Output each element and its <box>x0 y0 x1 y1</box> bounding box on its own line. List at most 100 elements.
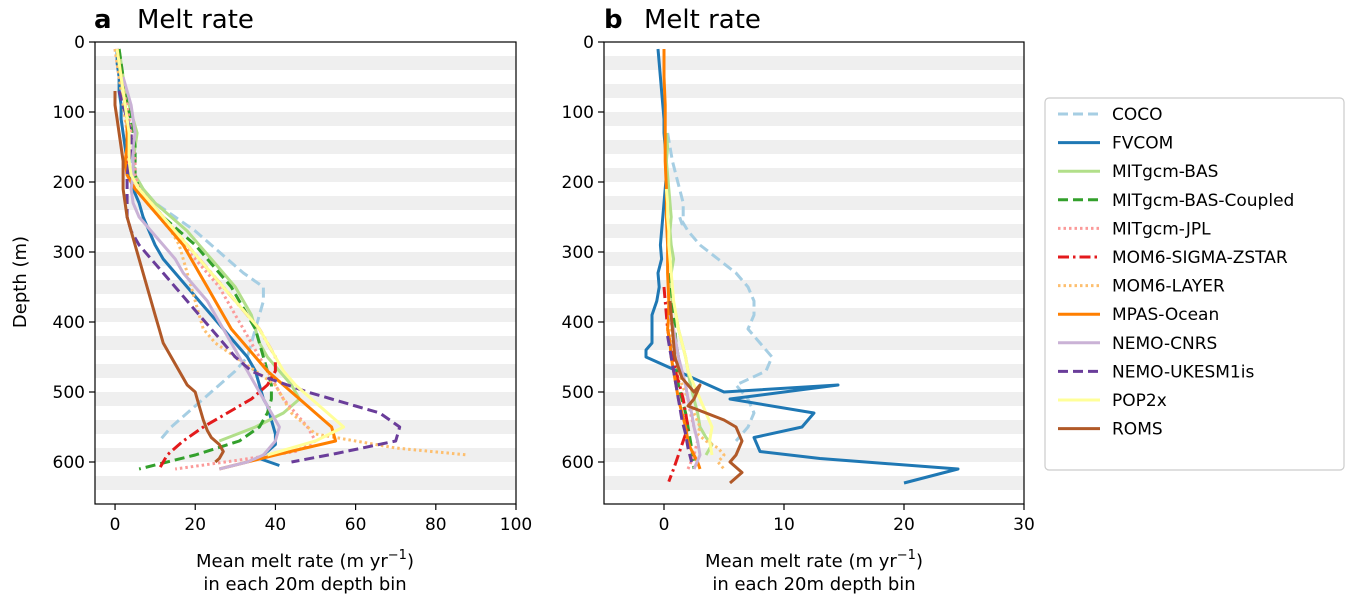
y-tick-label: 500 <box>53 383 85 403</box>
depth-band <box>95 308 516 322</box>
panel-b-xlabel-sup: −1 <box>897 548 916 563</box>
series-line-pop2x <box>664 188 714 456</box>
series-lines <box>644 48 960 485</box>
depth-band <box>95 364 516 378</box>
series-line-mom6-layer <box>668 328 726 470</box>
y-tick-label: 0 <box>74 33 85 53</box>
depth-band <box>95 336 516 350</box>
depth-band <box>604 112 1024 126</box>
x-tick-label: 0 <box>110 515 121 535</box>
legend-label: MITgcm-BAS <box>1112 162 1218 182</box>
y-tick-label: 600 <box>53 453 85 473</box>
panel-a-ylabel: Depth (m) <box>10 236 31 328</box>
depth-band <box>604 308 1024 322</box>
series-line-coco <box>666 132 774 442</box>
x-tick-label: 100 <box>500 515 532 535</box>
depth-band <box>604 84 1024 98</box>
panel-a-xlabel-line1: Mean melt rate (m yr−1) <box>196 548 414 572</box>
y-tick-label: 100 <box>53 103 85 123</box>
series-line-nemo-ukesm1is <box>117 90 402 464</box>
depth-band <box>95 168 516 182</box>
depth-band <box>604 140 1024 154</box>
legend-label: NEMO-UKESM1is <box>1112 362 1254 382</box>
y-tick-label: 400 <box>562 313 594 333</box>
panel-a-xlabel-sup: −1 <box>388 548 407 563</box>
axes-frame <box>603 41 1025 505</box>
series-line-nemo-cnrs <box>121 76 281 471</box>
y-tick-label: 100 <box>562 103 594 123</box>
background-bands <box>604 56 1024 490</box>
depth-band <box>604 224 1024 238</box>
depth-band <box>95 140 516 154</box>
depth-band <box>604 448 1024 462</box>
panel-b-xlabel-line1: Mean melt rate (m yr−1) <box>705 548 923 572</box>
panel-a-xlabel-prefix: Mean melt rate (m yr <box>196 551 388 572</box>
depth-band <box>95 448 516 462</box>
depth-band <box>95 476 516 490</box>
depth-band <box>95 56 516 70</box>
series-line-roms <box>113 91 225 464</box>
x-tick-label: 80 <box>425 515 447 535</box>
depth-band <box>95 196 516 210</box>
legend-frame <box>1044 97 1345 471</box>
legend-label: COCO <box>1112 105 1163 125</box>
depth-band <box>604 252 1024 266</box>
depth-band <box>604 56 1024 70</box>
panel-a-title: Melt rate <box>137 5 254 35</box>
series-line-nemo-cnrs <box>668 314 702 470</box>
series-line-pop2x <box>115 48 346 457</box>
depth-band <box>95 420 516 434</box>
series-line-mom6-layer <box>113 48 469 457</box>
depth-band <box>604 168 1024 182</box>
y-tick-label: 400 <box>53 313 85 333</box>
depth-band <box>604 364 1024 378</box>
series-line-mitgcm-bas-coupled <box>117 48 273 471</box>
legend-label: MPAS-Ocean <box>1112 305 1219 325</box>
series-line-mom6-sigma-zstar <box>662 286 690 483</box>
series-lines <box>113 48 469 471</box>
depth-band <box>95 280 516 294</box>
y-tick-label: 600 <box>562 453 594 473</box>
depth-band <box>604 392 1024 406</box>
legend-label: MOM6-LAYER <box>1112 277 1225 297</box>
x-tick-label: 10 <box>773 515 795 535</box>
depth-band <box>604 420 1024 434</box>
panel-a: a Melt rate Depth (m) Mean melt rate (m … <box>10 5 532 595</box>
y-tick-label: 300 <box>53 243 85 263</box>
legend-label: MOM6-SIGMA-ZSTAR <box>1112 248 1288 268</box>
y-tick-label: 500 <box>562 383 594 403</box>
legend-label: POP2x <box>1112 391 1167 411</box>
panel-b-xlabel-suffix: ) <box>916 551 923 572</box>
x-tick-label: 60 <box>345 515 367 535</box>
legend: COCO FVCOM MITgcm-BAS MITgcm-BAS-Coupled MIT… <box>1044 97 1345 471</box>
depth-band <box>95 224 516 238</box>
y-tick-label: 200 <box>562 173 594 193</box>
x-tick-label: 40 <box>265 515 287 535</box>
series-line-roms <box>668 300 744 485</box>
panel-a-letter: a <box>94 5 112 35</box>
depth-band <box>604 476 1024 490</box>
series-line-mitgcm-jpl <box>113 48 317 471</box>
legend-label: ROMS <box>1112 420 1163 440</box>
x-tick-label: 20 <box>893 515 915 535</box>
panel-b-letter: b <box>604 5 623 35</box>
depth-band <box>95 112 516 126</box>
panel-b: b Melt rate Mean melt rate (m yr−1) in e… <box>562 5 1035 595</box>
x-tick-label: 30 <box>1013 515 1035 535</box>
y-tick-label: 300 <box>562 243 594 263</box>
panel-b-xlabel-line2: in each 20m depth bin <box>712 574 915 595</box>
legend-label: MITgcm-JPL <box>1112 219 1211 239</box>
background-bands <box>95 56 516 490</box>
depth-band <box>604 280 1024 294</box>
y-tick-label: 0 <box>583 33 594 53</box>
legend-label: MITgcm-BAS-Coupled <box>1112 191 1294 211</box>
y-tick-label: 200 <box>53 173 85 193</box>
panel-b-xlabel-prefix: Mean melt rate (m yr <box>705 551 897 572</box>
depth-band <box>95 84 516 98</box>
series-line-mitgcm-bas-coupled <box>668 272 696 470</box>
x-tick-label: 20 <box>184 515 206 535</box>
depth-band <box>604 336 1024 350</box>
series-line-nemo-ukesm1is <box>666 335 694 463</box>
panel-a-xlabel-line2: in each 20m depth bin <box>203 574 406 595</box>
